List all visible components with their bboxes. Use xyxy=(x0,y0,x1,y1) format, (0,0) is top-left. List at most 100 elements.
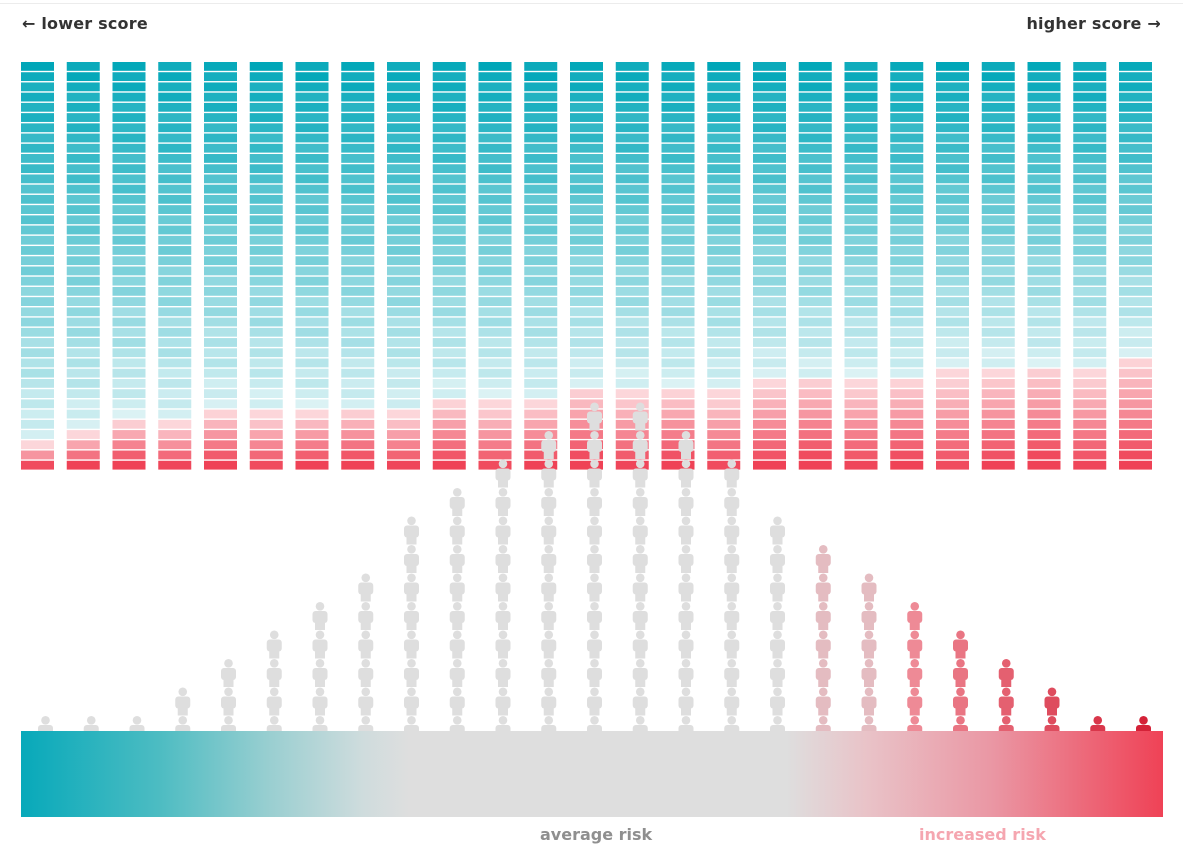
bar-segment xyxy=(981,215,1015,225)
person-icon xyxy=(358,716,374,731)
bar-segment xyxy=(249,143,283,153)
bar-segment xyxy=(844,154,878,163)
bar-segment xyxy=(295,256,329,266)
bar-segment xyxy=(21,419,54,429)
bar-segment xyxy=(158,317,192,327)
bar-segment xyxy=(890,113,924,122)
bar-segment xyxy=(981,194,1015,204)
score-bar xyxy=(432,62,466,470)
bar-segment xyxy=(798,174,832,184)
bar-segment xyxy=(249,82,283,92)
bar-segment xyxy=(1119,235,1152,245)
increased-risk-label: increased risk xyxy=(919,825,1046,844)
bar-segment xyxy=(249,317,283,327)
bar-segment xyxy=(890,297,924,306)
bar-segment xyxy=(112,154,146,163)
bar-segment xyxy=(478,113,512,122)
bar-segment xyxy=(661,297,695,306)
person-icon xyxy=(449,630,465,659)
bar-segment xyxy=(1073,225,1107,235)
bar-segment xyxy=(21,205,54,214)
bar-segment xyxy=(661,154,695,163)
bar-segment xyxy=(478,154,512,163)
bar-segment xyxy=(66,317,100,327)
bar-segment xyxy=(387,378,420,388)
bar-segment xyxy=(936,123,969,133)
bar-segment xyxy=(432,276,466,286)
bar-segment xyxy=(753,82,786,92)
bar-segment xyxy=(249,72,283,82)
bar-segment xyxy=(661,440,695,450)
bar-segment xyxy=(890,399,924,409)
bar-segment xyxy=(478,184,512,194)
bar-segment xyxy=(707,358,741,368)
bar-segment xyxy=(1073,246,1107,255)
bar-segment xyxy=(432,358,466,368)
bar-segment xyxy=(890,419,924,429)
bar-segment xyxy=(204,266,237,276)
bar-segment xyxy=(158,430,192,439)
bar-segment xyxy=(1073,194,1107,204)
bar-segment xyxy=(1119,143,1152,153)
bar-segment xyxy=(158,113,192,122)
bar-segment xyxy=(158,338,192,347)
bar-segment xyxy=(615,143,649,153)
bar-segment xyxy=(798,123,832,133)
bar-segment xyxy=(661,399,695,409)
bar-segment xyxy=(1073,389,1107,399)
bar-segment xyxy=(66,399,100,409)
bar-segment xyxy=(387,82,420,92)
bar-segment xyxy=(1027,235,1061,245)
bar-segment xyxy=(295,327,329,337)
bar-segment xyxy=(1119,460,1152,470)
bar-segment xyxy=(249,409,283,419)
bar-segment xyxy=(432,246,466,255)
bar-segment xyxy=(249,154,283,163)
bar-segment xyxy=(798,450,832,460)
bar-segment xyxy=(661,225,695,235)
bar-segment xyxy=(66,338,100,347)
person-icon xyxy=(495,573,511,602)
bar-segment xyxy=(478,133,512,143)
bar-segment xyxy=(387,164,420,174)
bar-segment xyxy=(1073,378,1107,388)
bar-segment xyxy=(707,460,741,470)
person-icon xyxy=(587,602,602,630)
bar-segment xyxy=(387,92,420,102)
bar-segment xyxy=(295,164,329,174)
person-icon xyxy=(724,630,740,659)
person-icon xyxy=(541,488,557,516)
person-icon xyxy=(678,630,694,659)
bar-segment xyxy=(661,389,695,399)
bar-segment xyxy=(1073,133,1107,143)
bar-segment xyxy=(753,62,786,71)
bar-segment xyxy=(295,133,329,143)
bar-segment xyxy=(1027,215,1061,225)
bar-segment xyxy=(570,256,603,266)
bar-segment xyxy=(1119,82,1152,92)
bar-segment xyxy=(936,460,969,470)
bar-segment xyxy=(158,358,192,368)
bar-segment xyxy=(753,276,786,286)
person-icon xyxy=(632,630,648,659)
bar-segment xyxy=(753,338,786,347)
person-icon xyxy=(404,602,419,630)
bar-segment xyxy=(615,256,649,266)
person-icon xyxy=(1044,716,1060,731)
bar-segment xyxy=(21,409,54,419)
bar-segment xyxy=(112,286,146,296)
bar-segment xyxy=(524,399,558,409)
bar-segment xyxy=(524,205,558,214)
bar-segment xyxy=(478,409,512,419)
person-icon xyxy=(770,573,785,602)
bar-segment xyxy=(387,450,420,460)
bar-segment xyxy=(295,276,329,286)
bar-segment xyxy=(249,266,283,276)
bar-segment xyxy=(432,62,466,71)
bar-segment xyxy=(1027,419,1061,429)
bar-segment xyxy=(341,113,375,122)
bar-segment xyxy=(661,368,695,378)
bar-segment xyxy=(158,72,192,82)
bar-segment xyxy=(1073,143,1107,153)
person-icon xyxy=(83,716,99,731)
